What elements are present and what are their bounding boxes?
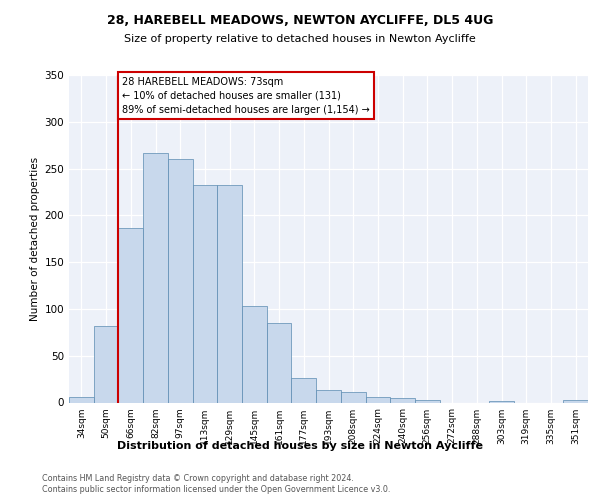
Text: Size of property relative to detached houses in Newton Aycliffe: Size of property relative to detached ho… [124, 34, 476, 44]
Bar [415, 400, 440, 402]
Bar [390, 398, 415, 402]
Bar [489, 400, 514, 402]
Text: 28 HAREBELL MEADOWS: 73sqm
← 10% of detached houses are smaller (131)
89% of sem: 28 HAREBELL MEADOWS: 73sqm ← 10% of deta… [122, 77, 370, 115]
Bar [94, 326, 118, 402]
Bar [168, 159, 193, 402]
Bar [118, 228, 143, 402]
Bar [217, 186, 242, 402]
Text: Distribution of detached houses by size in Newton Aycliffe: Distribution of detached houses by size … [117, 441, 483, 451]
Bar [69, 397, 94, 402]
Bar [316, 390, 341, 402]
Text: Contains HM Land Registry data © Crown copyright and database right 2024.: Contains HM Land Registry data © Crown c… [42, 474, 354, 483]
Text: Contains public sector information licensed under the Open Government Licence v3: Contains public sector information licen… [42, 485, 391, 494]
Bar [341, 392, 365, 402]
Y-axis label: Number of detached properties: Number of detached properties [30, 156, 40, 321]
Bar [143, 152, 168, 402]
Bar [365, 397, 390, 402]
Bar [292, 378, 316, 402]
Bar [193, 186, 217, 402]
Bar [563, 400, 588, 402]
Bar [267, 323, 292, 402]
Bar [242, 306, 267, 402]
Text: 28, HAREBELL MEADOWS, NEWTON AYCLIFFE, DL5 4UG: 28, HAREBELL MEADOWS, NEWTON AYCLIFFE, D… [107, 14, 493, 27]
